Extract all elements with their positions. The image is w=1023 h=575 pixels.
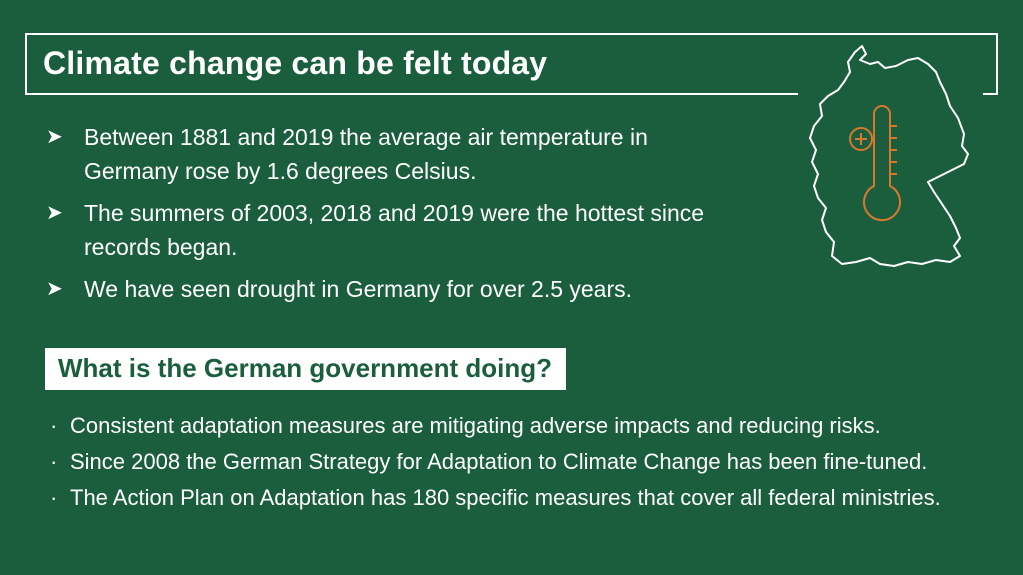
dot-bullet-icon: · <box>50 449 58 474</box>
arrow-bullet-icon: ➤ <box>46 202 63 224</box>
page-title: Climate change can be felt today <box>43 45 548 81</box>
section-heading: What is the German government doing? <box>45 348 567 390</box>
dot-bullet-icon: · <box>50 413 58 438</box>
action-text: Consistent adaptation measures are mitig… <box>70 413 881 438</box>
fact-text: Between 1881 and 2019 the average air te… <box>84 124 648 184</box>
facts-list: ➤ Between 1881 and 2019 the average air … <box>44 120 734 314</box>
arrow-bullet-icon: ➤ <box>46 278 63 300</box>
government-actions-list: · Consistent adaptation measures are mit… <box>48 410 1008 518</box>
action-text: Since 2008 the German Strategy for Adapt… <box>70 449 928 474</box>
title-frame <box>25 33 998 95</box>
fact-item: ➤ Between 1881 and 2019 the average air … <box>44 120 734 188</box>
germany-map-thermometer-icon <box>809 45 969 267</box>
action-item: · The Action Plan on Adaptation has 180 … <box>48 482 1008 514</box>
dot-bullet-icon: · <box>50 485 58 510</box>
fact-item: ➤ We have seen drought in Germany for ov… <box>44 272 734 306</box>
fact-text: We have seen drought in Germany for over… <box>84 276 633 302</box>
action-item: · Consistent adaptation measures are mit… <box>48 410 1008 442</box>
fact-item: ➤ The summers of 2003, 2018 and 2019 wer… <box>44 196 734 264</box>
arrow-bullet-icon: ➤ <box>46 126 63 148</box>
action-item: · Since 2008 the German Strategy for Ada… <box>48 446 1008 478</box>
title-frame-gap <box>798 90 983 100</box>
action-text: The Action Plan on Adaptation has 180 sp… <box>70 485 941 510</box>
fact-text: The summers of 2003, 2018 and 2019 were … <box>84 200 705 260</box>
germany-outline-icon <box>809 45 969 267</box>
thermometer-icon <box>849 105 901 222</box>
